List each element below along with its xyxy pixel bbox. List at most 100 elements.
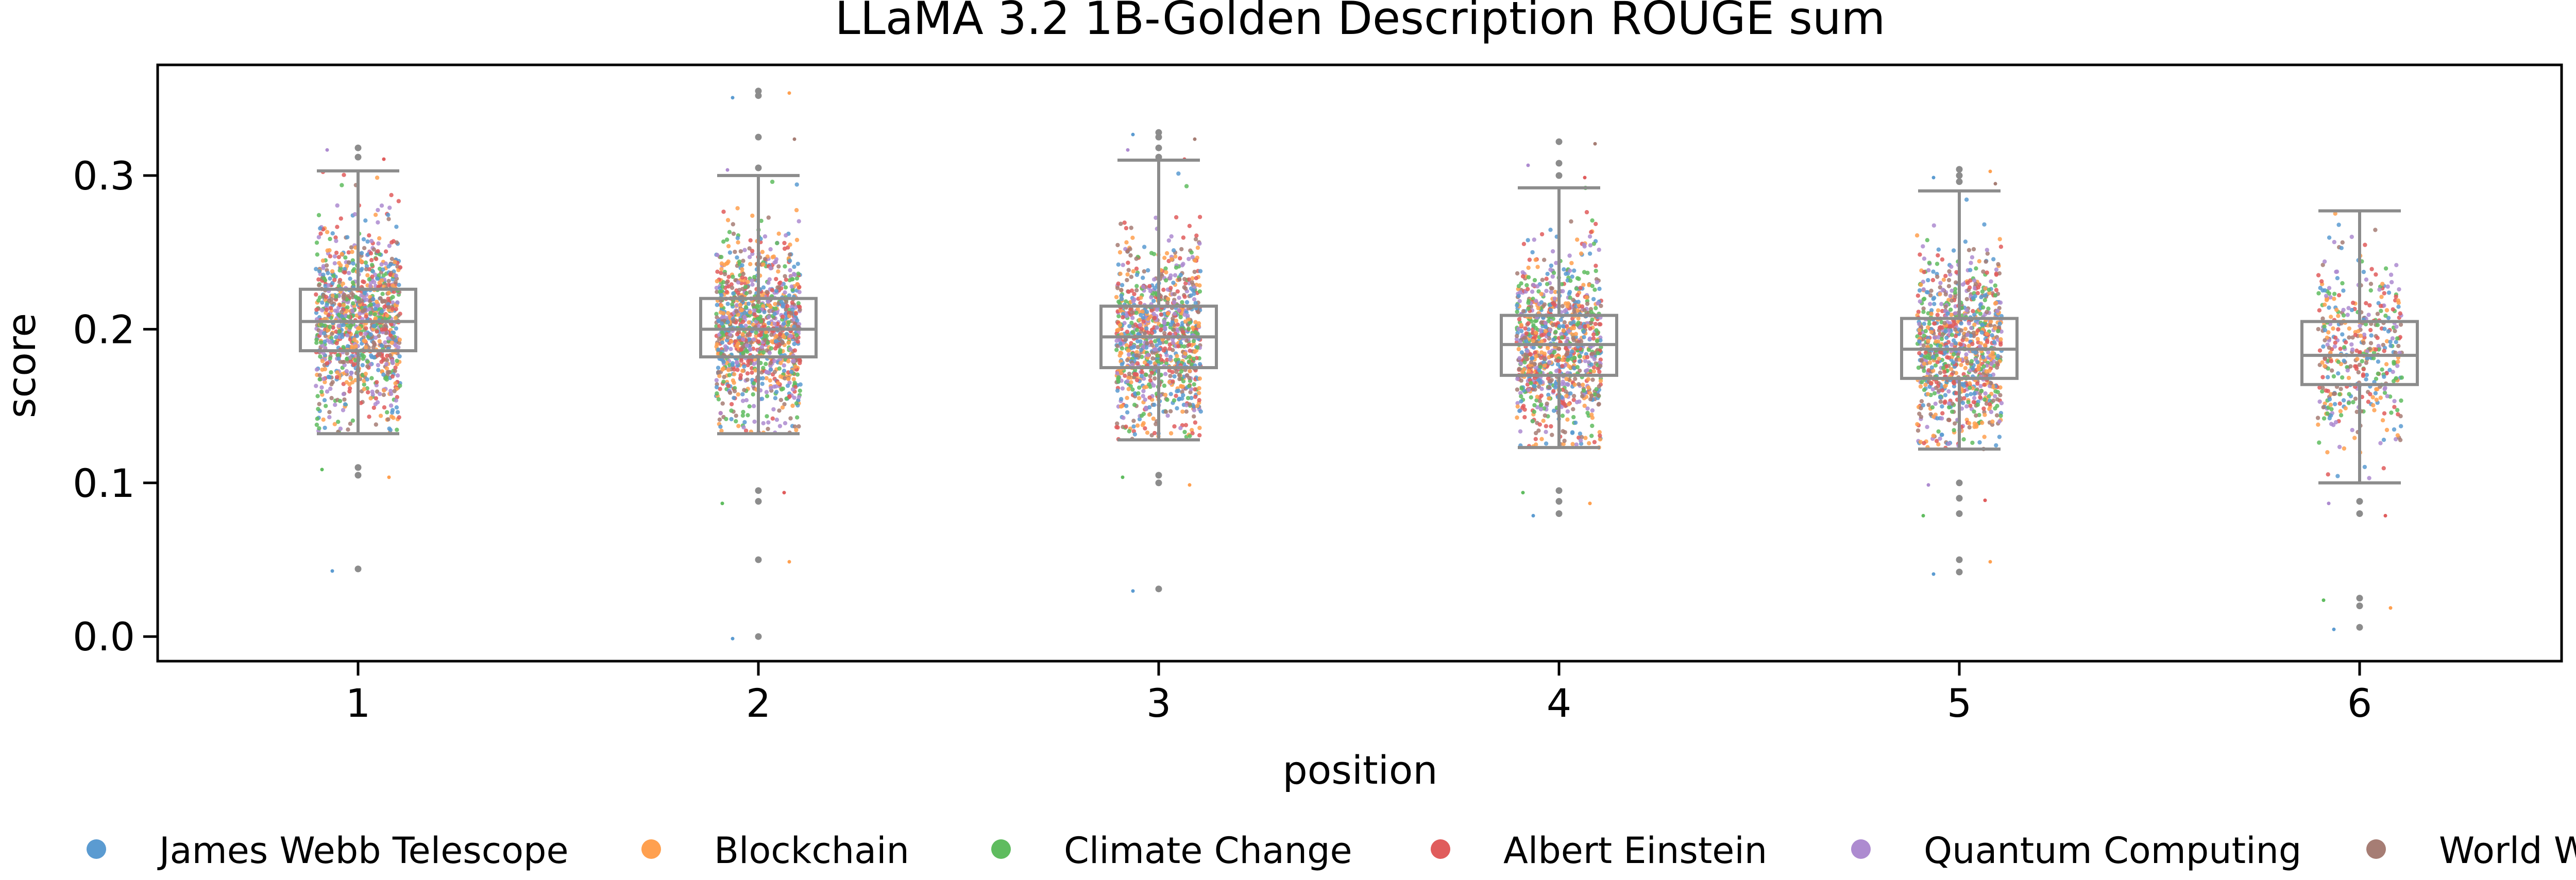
data-point (1595, 339, 1600, 343)
data-point (345, 333, 350, 338)
data-point (725, 218, 731, 222)
data-point (740, 392, 745, 396)
data-point (1982, 222, 1987, 227)
data-point (1168, 374, 1173, 378)
data-point (1162, 383, 1167, 388)
data-point (1143, 397, 1147, 402)
data-point (765, 414, 769, 419)
data-point (1118, 221, 1123, 226)
data-point (347, 382, 352, 387)
data-point (1998, 413, 2003, 418)
data-point (1594, 221, 1598, 227)
data-point (1960, 282, 1965, 287)
data-point (1134, 310, 1139, 315)
data-point (1561, 442, 1566, 446)
data-point (1558, 318, 1563, 322)
data-point (1551, 337, 1556, 342)
data-point (1550, 354, 1554, 358)
data-point (1152, 403, 1157, 407)
data-point (1533, 387, 1537, 392)
data-point (396, 313, 401, 318)
data-point (342, 270, 347, 275)
data-point (724, 417, 728, 421)
data-point (1532, 384, 1537, 389)
data-point (317, 269, 322, 273)
chart-title: LLaMA 3.2 1B-Golden Description ROUGE su… (835, 0, 1886, 45)
data-point (1570, 349, 1574, 354)
data-point (777, 408, 782, 413)
data-point (721, 210, 726, 214)
data-point (742, 315, 747, 320)
data-point (1550, 274, 1555, 279)
data-point (1516, 294, 1521, 298)
data-point (390, 374, 395, 379)
data-point (1175, 322, 1180, 327)
data-point (1126, 268, 1131, 272)
data-point (1549, 286, 1553, 290)
data-point (362, 378, 366, 383)
data-point (1139, 348, 1144, 352)
data-point (398, 265, 403, 270)
data-point (367, 415, 371, 419)
data-point (1187, 354, 1192, 359)
data-point (318, 331, 323, 336)
data-point (760, 382, 765, 386)
data-point (397, 337, 402, 342)
data-point (1124, 240, 1129, 245)
data-point (1168, 357, 1173, 362)
data-point (734, 413, 738, 418)
data-point (383, 327, 388, 332)
data-point (1117, 250, 1123, 255)
data-point (1591, 241, 1596, 246)
data-point (718, 310, 723, 315)
data-point (395, 373, 400, 378)
data-point (715, 279, 720, 284)
data-point (761, 366, 766, 370)
data-point (316, 298, 321, 303)
data-point (332, 278, 337, 282)
data-point (318, 354, 323, 359)
data-point (1587, 251, 1592, 256)
data-point (1930, 405, 1935, 410)
data-point (1534, 398, 1539, 403)
data-point (769, 339, 774, 344)
data-point (1571, 338, 1576, 342)
data-point (1539, 339, 1544, 344)
data-point (1565, 417, 1570, 422)
data-point (314, 367, 319, 372)
data-point (735, 303, 739, 307)
data-point (1517, 367, 1521, 371)
data-point (748, 238, 753, 243)
data-point (1933, 401, 1938, 406)
data-point (1142, 269, 1146, 274)
data-point (1179, 384, 1184, 389)
data-point (1598, 364, 1603, 368)
data-point (338, 216, 343, 221)
data-point (1130, 330, 1135, 334)
data-point (1116, 379, 1121, 384)
data-point (341, 281, 345, 286)
data-point (1177, 296, 1181, 300)
data-point (730, 285, 735, 290)
data-point (1561, 324, 1566, 329)
data-point (335, 370, 340, 375)
data-point (373, 306, 378, 311)
data-point (741, 258, 745, 263)
data-point (1188, 434, 1192, 438)
data-point (740, 319, 745, 324)
data-point (765, 370, 770, 375)
data-point (1921, 280, 1925, 284)
data-point (795, 415, 800, 420)
data-point (1585, 406, 1590, 411)
data-point (373, 316, 378, 321)
data-point (1931, 415, 1936, 419)
data-point (362, 291, 367, 296)
data-point (360, 353, 365, 357)
data-point (321, 417, 326, 422)
data-point (1169, 234, 1174, 239)
data-point (1172, 300, 1177, 305)
data-point (727, 315, 732, 320)
data-point (329, 297, 334, 302)
data-point (1560, 282, 1564, 287)
data-point (376, 368, 381, 372)
